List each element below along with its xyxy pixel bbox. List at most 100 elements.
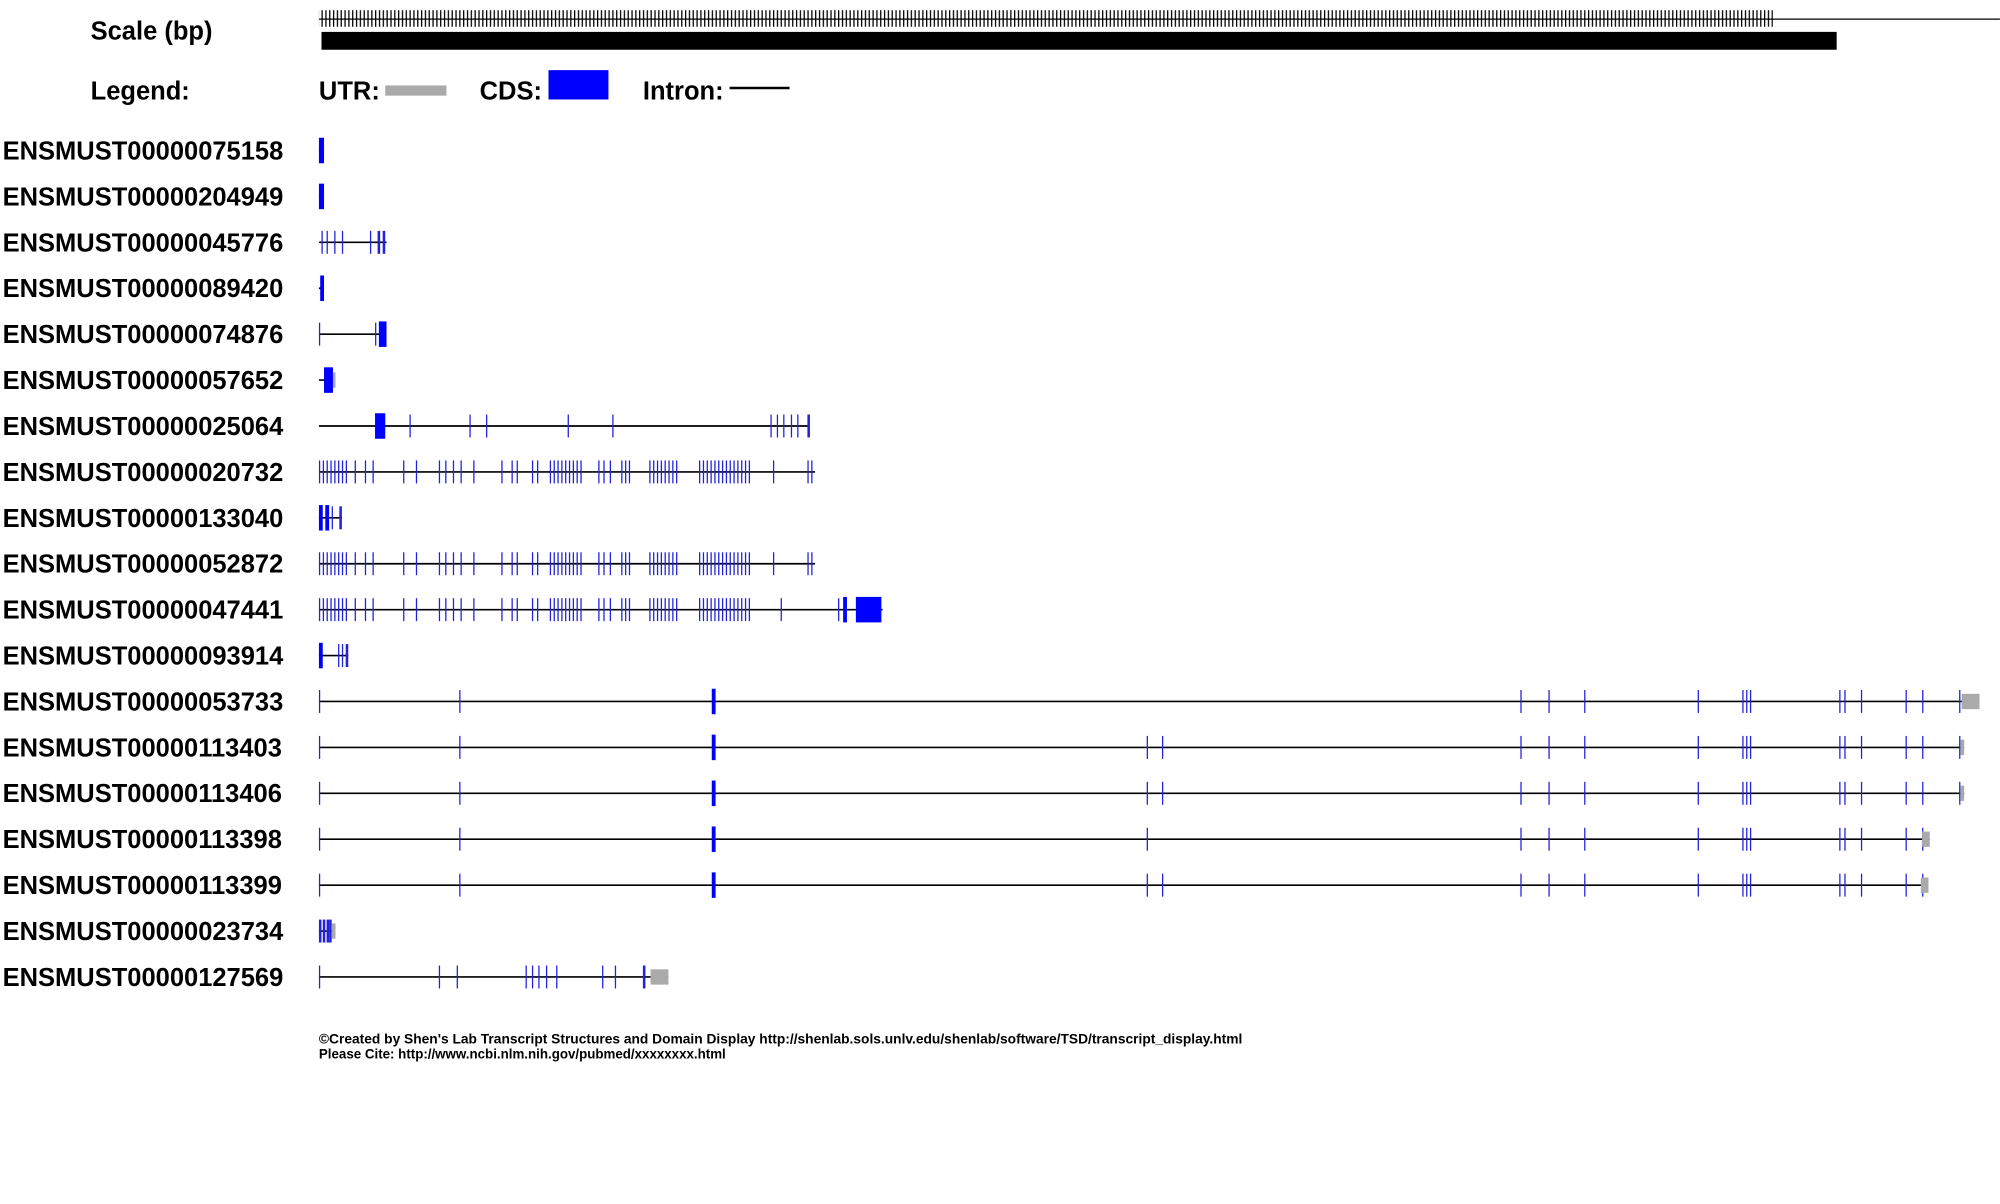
exon [628, 552, 631, 576]
exon [318, 827, 321, 851]
exon [706, 598, 708, 622]
scale-numbers [321, 31, 1837, 50]
exon [668, 598, 670, 622]
exon [1520, 781, 1522, 805]
exon [561, 552, 563, 576]
exon [557, 460, 559, 484]
exon [1959, 690, 1961, 713]
exon [711, 780, 716, 807]
exon [664, 552, 666, 576]
exon [748, 460, 751, 484]
exon [1584, 690, 1586, 713]
exon [649, 460, 651, 484]
exon [656, 552, 659, 576]
exon [318, 505, 323, 531]
exon [609, 552, 611, 576]
exon [1697, 735, 1699, 759]
exon [445, 552, 447, 576]
exon [452, 460, 455, 484]
exon [341, 598, 344, 622]
exon [322, 460, 325, 484]
exon [1844, 827, 1846, 851]
exon [501, 598, 503, 622]
exon [676, 598, 678, 622]
exon [1922, 690, 1924, 713]
exon [341, 230, 344, 254]
exon [737, 552, 739, 576]
exon [318, 552, 321, 576]
exon [403, 460, 405, 484]
exon [568, 552, 571, 576]
exon [1697, 873, 1699, 897]
exon [334, 230, 336, 254]
exon [354, 460, 356, 484]
exon [329, 919, 332, 943]
exon [612, 414, 614, 438]
exon [1697, 690, 1699, 713]
exon [733, 460, 735, 484]
exon [568, 598, 571, 622]
exon [710, 598, 712, 622]
exon [501, 460, 503, 484]
transcript-id: ENSMUST00000075158 [3, 137, 284, 165]
exon [1860, 781, 1863, 805]
exon [330, 460, 332, 484]
exon [1161, 873, 1164, 897]
exon [1959, 735, 1961, 759]
exon [628, 460, 631, 484]
exon [372, 552, 374, 576]
exon [625, 552, 627, 576]
transcript-id: ENSMUST00000057652 [3, 367, 284, 395]
exon [318, 965, 321, 989]
exon [598, 460, 600, 484]
exon [567, 414, 569, 438]
exon [656, 460, 659, 484]
exon [557, 598, 559, 622]
exon [322, 919, 326, 943]
exon [664, 460, 666, 484]
exon [1844, 781, 1846, 805]
exon [1146, 827, 1148, 851]
exon [725, 598, 728, 622]
exon [664, 598, 666, 622]
exon [538, 965, 540, 989]
exon [1697, 781, 1699, 805]
exon [783, 414, 785, 438]
exon [1922, 735, 1924, 759]
transcript-id: ENSMUST00000127569 [3, 964, 284, 992]
exon [776, 414, 779, 438]
exon [676, 460, 678, 484]
exon [1520, 873, 1522, 897]
exon [338, 644, 340, 668]
utr [1922, 831, 1930, 847]
exon [415, 552, 418, 576]
exon [718, 552, 720, 576]
exon [598, 598, 600, 622]
exon [649, 552, 651, 576]
legend-label: Legend: [91, 77, 190, 105]
exon [744, 552, 747, 576]
exon [741, 598, 743, 622]
transcript-id: ENSMUST00000133040 [3, 505, 284, 533]
exon [621, 598, 623, 622]
exon [721, 598, 724, 622]
exon [325, 505, 330, 531]
exon [1860, 827, 1863, 851]
exon [460, 460, 462, 484]
legend-utr: UTR: [319, 77, 380, 105]
exon [345, 460, 347, 484]
exon [438, 965, 441, 989]
exon [415, 460, 418, 484]
exon [1161, 735, 1164, 759]
exon [1742, 690, 1744, 713]
exon [580, 552, 582, 576]
utr [650, 969, 669, 985]
scale-ticks [318, 10, 1773, 27]
exon [1860, 735, 1863, 759]
exon [609, 460, 611, 484]
exon [1146, 873, 1148, 897]
exon [456, 965, 458, 989]
legend-cds: CDS: [480, 77, 542, 105]
exon [811, 552, 813, 576]
exon [486, 414, 488, 438]
